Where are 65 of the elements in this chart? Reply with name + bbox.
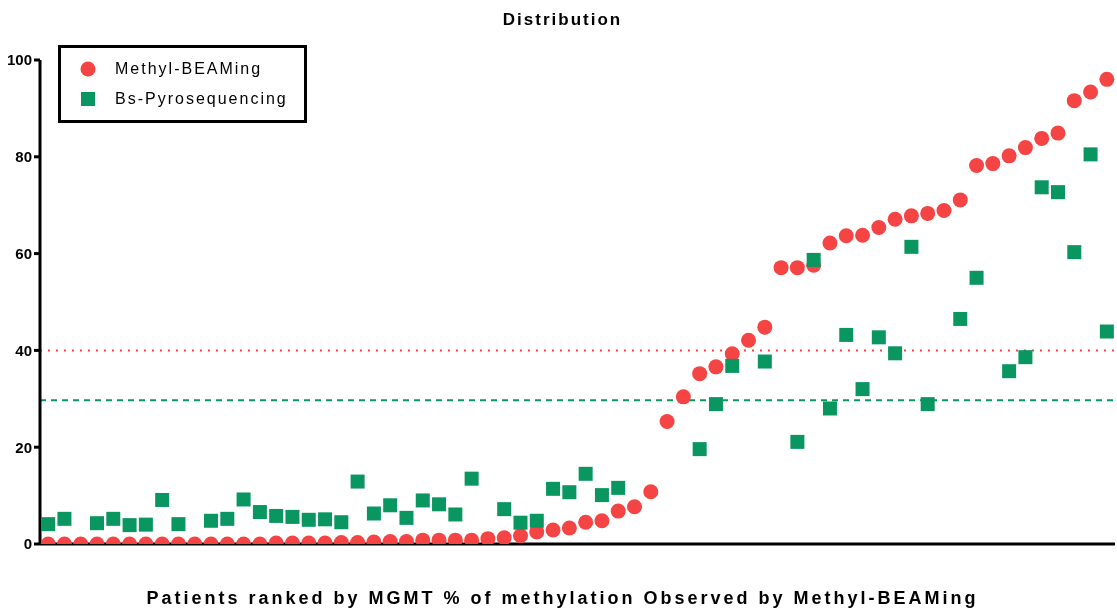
point (41, 517, 56, 532)
y-tick-label: 20 (15, 438, 32, 456)
point (513, 515, 528, 530)
point (953, 311, 968, 326)
point (757, 354, 772, 369)
point (578, 466, 593, 481)
point (1034, 180, 1049, 195)
point (366, 506, 381, 521)
point (839, 327, 854, 342)
point (432, 497, 447, 512)
point (822, 401, 837, 416)
point (415, 493, 430, 508)
point (236, 492, 251, 507)
x-axis-title: Patients ranked by MGMT % of methylation Observed by Methyl-BEAMing (145, 588, 980, 609)
point (497, 502, 512, 517)
point (546, 481, 561, 496)
y-tick-label: 100 (6, 51, 32, 69)
point (90, 516, 105, 531)
point (969, 270, 984, 285)
point (171, 517, 186, 532)
point (725, 358, 740, 373)
point (529, 513, 544, 528)
point (252, 505, 267, 520)
point (888, 346, 903, 361)
point (1067, 245, 1082, 260)
point (334, 515, 349, 530)
point (806, 252, 821, 267)
point (122, 518, 137, 533)
point (301, 512, 316, 527)
y-tick-label: 40 (15, 341, 32, 359)
chart-title: Distribution (501, 10, 624, 30)
point (1083, 147, 1098, 162)
point (318, 512, 333, 527)
point (269, 508, 284, 523)
point (904, 239, 919, 254)
point (1050, 185, 1065, 200)
point (399, 510, 414, 525)
point (350, 474, 365, 489)
point (1002, 364, 1017, 379)
point (138, 517, 153, 532)
point (1099, 324, 1114, 339)
point (220, 511, 235, 526)
y-tick-label: 80 (15, 148, 32, 166)
y-tick-label: 0 (23, 535, 32, 553)
point (448, 507, 463, 522)
point (871, 330, 886, 345)
point (57, 511, 72, 526)
point (204, 513, 219, 528)
legend-label: Bs-Pyrosequencing (115, 89, 288, 109)
legend-label: Methyl-BEAMing (115, 59, 263, 79)
point (285, 509, 300, 524)
point (106, 511, 121, 526)
point (790, 434, 805, 449)
point (383, 498, 398, 513)
point (1018, 350, 1033, 365)
point (611, 480, 626, 495)
point (155, 492, 170, 507)
point (464, 471, 479, 486)
point (562, 485, 577, 500)
y-tick-label: 60 (15, 244, 32, 262)
point (855, 382, 870, 397)
point (920, 397, 935, 412)
point (594, 488, 609, 503)
point (708, 397, 723, 412)
point (692, 442, 707, 457)
